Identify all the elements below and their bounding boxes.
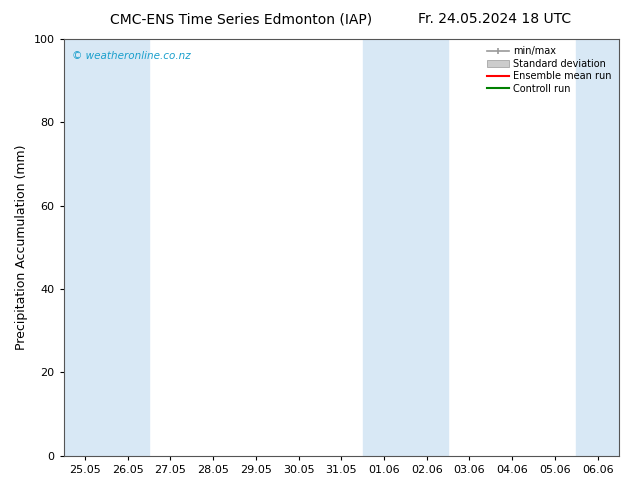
- Legend: min/max, Standard deviation, Ensemble mean run, Controll run: min/max, Standard deviation, Ensemble me…: [484, 44, 614, 97]
- Y-axis label: Precipitation Accumulation (mm): Precipitation Accumulation (mm): [15, 145, 28, 350]
- Bar: [63, 39, 149, 456]
- Bar: [576, 39, 619, 456]
- Text: © weatheronline.co.nz: © weatheronline.co.nz: [72, 51, 191, 61]
- Text: Fr. 24.05.2024 18 UTC: Fr. 24.05.2024 18 UTC: [418, 12, 571, 26]
- Text: CMC-ENS Time Series Edmonton (IAP): CMC-ENS Time Series Edmonton (IAP): [110, 12, 372, 26]
- Bar: [363, 39, 448, 456]
